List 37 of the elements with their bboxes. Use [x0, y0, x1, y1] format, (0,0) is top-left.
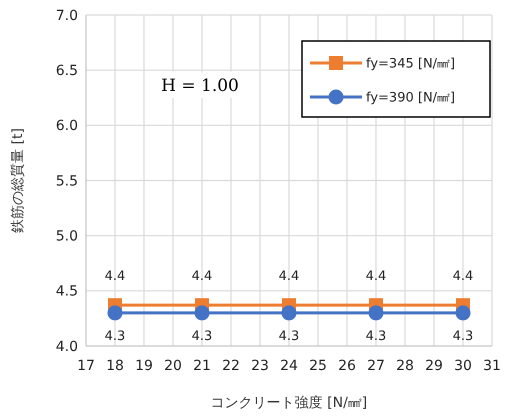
data-label: 4.4 — [278, 269, 300, 284]
legend-label: fy=390 [N/㎟] — [366, 90, 456, 106]
y-tick-label: 7.0 — [56, 8, 78, 24]
data-label: 4.4 — [104, 269, 126, 284]
x-tick-label: 27 — [367, 358, 385, 374]
annotation: H = 1.00 — [161, 76, 239, 96]
x-tick-label: 18 — [106, 358, 124, 374]
y-tick-label: 5.5 — [56, 173, 78, 190]
x-tick-label: 29 — [425, 358, 443, 374]
x-tick-label: 17 — [77, 358, 95, 374]
data-label: 4.3 — [366, 328, 386, 344]
y-tick-label: 6.5 — [56, 63, 78, 80]
data-label: 4.4 — [452, 269, 474, 284]
x-tick-label: 25 — [309, 358, 327, 374]
y-axis-title: 鉄筋の総質量 [t] — [10, 128, 26, 233]
x-tick-label: 22 — [222, 358, 240, 374]
x-tick-label: 19 — [135, 358, 153, 374]
x-tick-label: 30 — [454, 358, 472, 374]
data-label: 4.4 — [366, 269, 386, 284]
x-tick-label: 26 — [338, 358, 356, 374]
x-tick-label: 31 — [483, 358, 501, 374]
legend-label: fy=345 [N/㎟] — [366, 56, 456, 72]
x-tick-label: 23 — [251, 358, 269, 374]
x-tick-label: 24 — [280, 358, 298, 374]
x-tick-label: 21 — [193, 358, 211, 374]
data-label: 4.3 — [278, 328, 300, 344]
y-tick-label: 6.0 — [56, 118, 78, 134]
data-label: 4.3 — [104, 328, 126, 344]
x-tick-label: 20 — [164, 358, 182, 374]
y-tick-label: 5.0 — [56, 228, 78, 245]
data-label: 4.4 — [192, 269, 212, 284]
y-tick-label: 4.0 — [56, 338, 78, 355]
x-axis-title: コンクリート強度 [N/㎟] — [210, 395, 368, 411]
data-label: 4.3 — [192, 328, 212, 344]
data-label: 4.3 — [452, 328, 474, 344]
y-tick-label: 4.5 — [56, 284, 78, 300]
x-tick-label: 28 — [396, 358, 414, 374]
